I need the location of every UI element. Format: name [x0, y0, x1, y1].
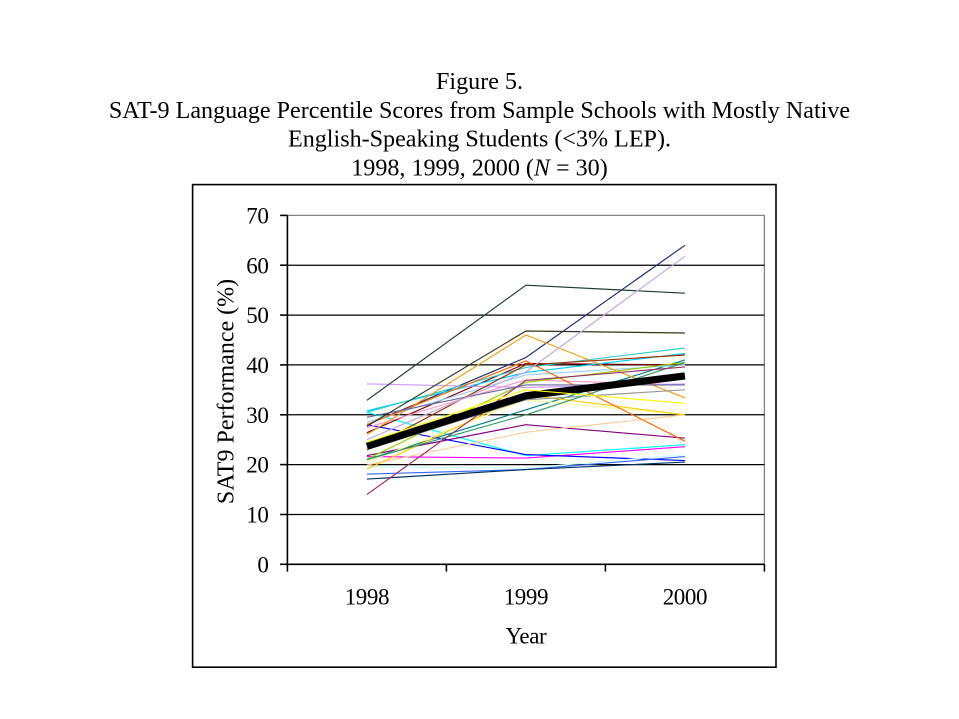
svg-text:Figure 5.: Figure 5. — [436, 69, 523, 95]
svg-text:50: 50 — [246, 303, 268, 328]
svg-text:2000: 2000 — [663, 585, 707, 610]
svg-text:0: 0 — [257, 552, 268, 577]
svg-text:30: 30 — [246, 403, 268, 428]
svg-text:40: 40 — [246, 353, 268, 378]
svg-text:20: 20 — [246, 453, 268, 478]
svg-text:70: 70 — [246, 204, 268, 229]
svg-text:1999: 1999 — [504, 585, 548, 610]
svg-text:SAT-9 Language Percentile Scor: SAT-9 Language Percentile Scores from Sa… — [109, 98, 850, 124]
svg-text:1998: 1998 — [345, 585, 389, 610]
svg-text:10: 10 — [246, 503, 268, 528]
svg-text:1998, 1999, 2000 (N = 30): 1998, 1999, 2000 (N = 30) — [351, 156, 608, 182]
svg-text:SAT9 Performance (%): SAT9 Performance (%) — [214, 279, 240, 504]
svg-text:English-Speaking Students (<3%: English-Speaking Students (<3% LEP). — [288, 127, 671, 153]
svg-text:60: 60 — [246, 253, 268, 278]
svg-text:Year: Year — [506, 623, 548, 648]
